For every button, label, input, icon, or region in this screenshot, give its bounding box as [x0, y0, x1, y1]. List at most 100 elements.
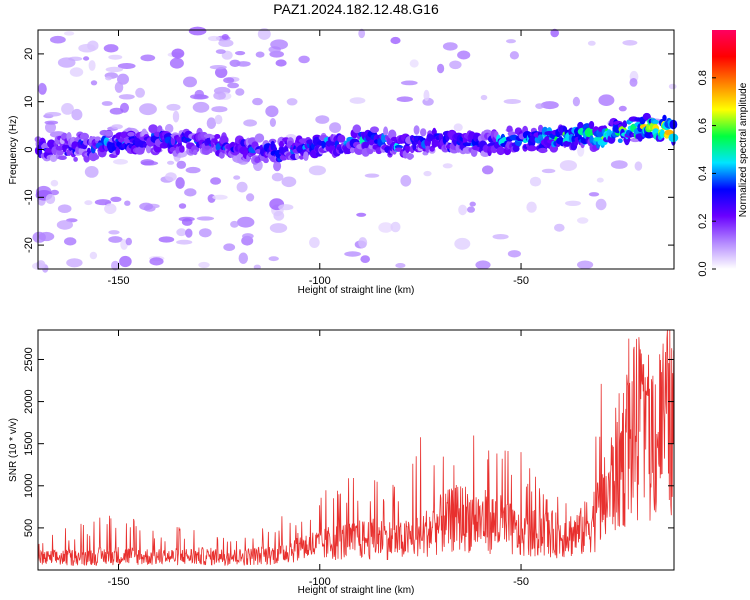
heatmap-cell [265, 105, 279, 118]
heatmap-cell [49, 155, 58, 162]
heatmap-cell [236, 181, 248, 193]
heatmap-cell [56, 220, 73, 230]
spectrogram-ytick-label: -10 [23, 189, 35, 205]
heatmap-cell [395, 263, 406, 268]
spectrogram-xtick-label: -100 [309, 275, 331, 287]
heatmap-cell [360, 255, 371, 263]
heatmap-cell [587, 40, 596, 46]
heatmap-cell [273, 210, 285, 221]
heatmap-cell [622, 40, 638, 46]
heatmap-cell [400, 175, 412, 187]
heatmap-cell [115, 147, 120, 156]
heatmap-cell [356, 212, 367, 217]
heatmap-cell [344, 251, 361, 257]
heatmap-cell [63, 237, 77, 246]
heatmap-cell [413, 125, 420, 135]
heatmap-cell [273, 160, 282, 172]
heatmap-cell [233, 175, 241, 180]
heatmap-cell [480, 94, 488, 101]
heatmap-cell [597, 131, 604, 137]
heatmap-cell [634, 161, 643, 171]
heatmap-cell [662, 114, 667, 122]
heatmap-cell [329, 122, 342, 133]
spectrogram-ytick-label: 20 [23, 48, 35, 60]
heatmap-cell [84, 166, 99, 178]
snr-xtick-label: -100 [309, 576, 331, 588]
heatmap-cell [506, 39, 516, 44]
heatmap-cell [139, 202, 154, 211]
heatmap-cell [540, 101, 559, 110]
heatmap-cell [242, 233, 254, 240]
spectrogram-ytick-label: 10 [23, 96, 35, 108]
heatmap-cell [550, 28, 559, 38]
heatmap-cell [255, 51, 265, 58]
heatmap-cell [565, 200, 581, 206]
heatmap-cell [409, 59, 419, 68]
colorbar-tick-label: 0.6 [697, 118, 709, 133]
colorbar-label: Normalized spectral amplitude [738, 82, 749, 217]
heatmap-cell [188, 26, 207, 36]
heatmap-cell [254, 156, 261, 163]
colorbar: 0.0 0.2 0.4 0.6 0.8 Normalized spectral ampl… [697, 30, 749, 277]
heatmap-cell [66, 258, 83, 268]
heatmap-cell [598, 94, 615, 106]
heatmap-cell [198, 261, 210, 269]
heatmap-cell [196, 216, 215, 221]
heatmap-cell [509, 51, 519, 60]
snr-ylabel: SNR (10 * v/v) [8, 418, 19, 482]
heatmap-cell [271, 172, 284, 182]
heatmap-cell [45, 193, 56, 205]
heatmap-cell [559, 160, 578, 171]
heatmap-cell [622, 120, 627, 128]
heatmap-cell [38, 82, 46, 92]
heatmap-cell [120, 131, 129, 139]
heatmap-cell [56, 150, 64, 156]
heatmap-cell [457, 50, 471, 60]
heatmap-cell [179, 145, 185, 153]
heatmap-cell [101, 101, 113, 106]
snr-ytick-label: 500 [23, 519, 35, 537]
heatmap-cell [482, 165, 494, 175]
heatmap-cell [127, 132, 135, 137]
heatmap-cell [94, 199, 112, 206]
heatmap-cell [562, 140, 572, 147]
heatmap-cell [198, 228, 212, 238]
heatmap-cell [218, 151, 225, 159]
heatmap-cell [596, 177, 604, 183]
heatmap-cell [475, 260, 491, 270]
heatmap-cell [90, 80, 98, 86]
heatmap-cell [50, 179, 59, 187]
chart-title: PAZ1.2024.182.12.48.G16 [273, 1, 439, 17]
heatmap-cell [45, 121, 56, 134]
snr-xlabel: Height of straight line (km) [298, 585, 415, 596]
heatmap-cell [437, 63, 445, 74]
spectrogram-ylabel: Frequency (Hz) [8, 116, 19, 185]
heatmap-cell [57, 57, 76, 68]
heatmap-cell [209, 65, 227, 70]
spectrogram-xtick-label: -150 [107, 275, 129, 287]
heatmap-cell [109, 107, 124, 115]
colorbar-tick-label: 0.8 [697, 70, 709, 85]
heatmap-cell [405, 144, 411, 154]
heatmap-cell [184, 188, 197, 197]
heatmap-cell [396, 96, 413, 102]
heatmap-cell [118, 94, 135, 100]
heatmap-cell [165, 172, 177, 182]
heatmap-cell [113, 159, 128, 165]
heatmap-cell [214, 114, 223, 125]
heatmap-cell [272, 146, 278, 152]
heatmap-cell [642, 112, 651, 121]
heatmap-cell [337, 134, 346, 143]
heatmap-cell [252, 97, 263, 106]
snr-series-line [37, 329, 675, 566]
heatmap-cell [257, 28, 271, 40]
heatmap-cell [212, 194, 228, 200]
heatmap-cell [278, 204, 294, 211]
heatmap-cell [108, 54, 123, 60]
heatmap-cell [405, 153, 414, 160]
heatmap-cell [232, 155, 238, 162]
heatmap-cell [588, 192, 600, 197]
heatmap-cell [237, 216, 255, 228]
heatmap-cell [185, 166, 201, 174]
